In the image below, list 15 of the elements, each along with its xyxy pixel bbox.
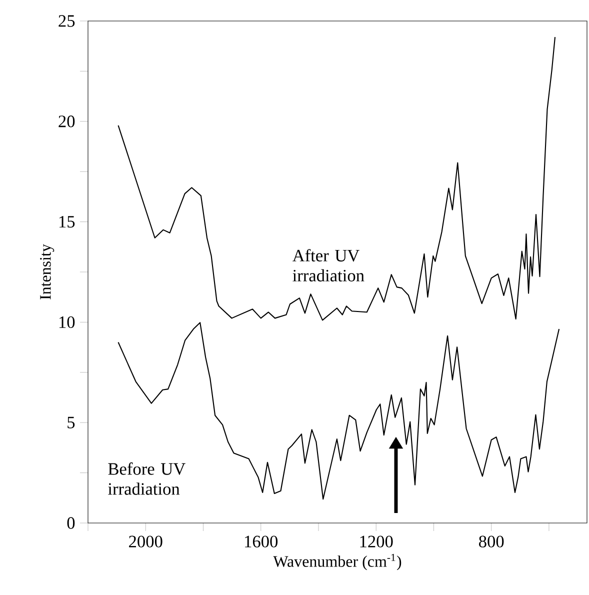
x-tick-label: 800 bbox=[479, 536, 504, 548]
x-axis-title: Wavenumber (cm$^{-1}$) bbox=[273, 554, 402, 570]
x-tick-label: 2000 bbox=[129, 536, 162, 548]
y-tick-label: 0 bbox=[67, 517, 75, 529]
x-tick-label: 1600 bbox=[245, 536, 278, 548]
y-axis-title: Intensity bbox=[40, 244, 54, 300]
y-tick-label: 10 bbox=[59, 316, 75, 328]
y-tick-label: 25 bbox=[58, 15, 75, 27]
text: Before UV irradiation bbox=[108, 462, 186, 495]
x-tick-label: 1200 bbox=[360, 536, 393, 548]
y-tick-label: 5 bbox=[68, 416, 75, 428]
series-label: After UV irradiation bbox=[292, 249, 364, 282]
line-series bbox=[118, 36, 556, 321]
y-tick-label: 20 bbox=[58, 116, 75, 128]
y-tick-label: 15 bbox=[59, 216, 75, 228]
